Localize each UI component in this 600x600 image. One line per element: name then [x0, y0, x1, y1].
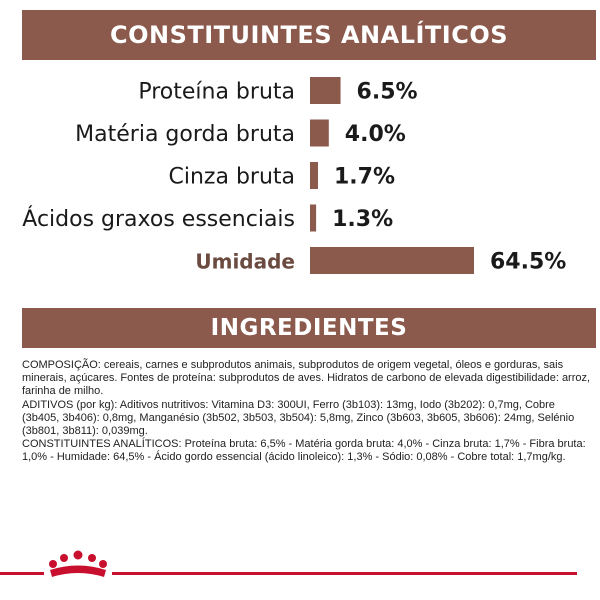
analytic-constituents-paragraph: CONSTITUINTES ANALÍTICOS: Proteína bruta… — [22, 438, 586, 464]
additives-paragraph: ADITIVOS (por kg): Aditivos nutritivos: … — [22, 398, 575, 438]
category-label: Matéria gorda bruta — [75, 122, 295, 147]
value-label: 1.7% — [334, 165, 395, 190]
category-label: Umidade — [195, 250, 295, 274]
footer-line-left — [0, 572, 44, 575]
analytic-constituents-title: CONSTITUINTES ANALÍTICOS — [109, 21, 509, 49]
bar — [310, 119, 329, 147]
value-label: 1.3% — [332, 207, 393, 232]
ingredients-banner: INGREDIENTES — [22, 308, 596, 348]
bar — [310, 77, 341, 104]
bar — [310, 247, 474, 274]
composition-paragraph: COMPOSIÇÃO: cereais, carnes e subproduto… — [22, 359, 591, 398]
analytic-constituents-chart: Proteína bruta 6.5% Matéria gorda bruta 4.0… — [22, 77, 566, 275]
category-label: Proteína bruta — [138, 80, 295, 105]
value-label: 6.5% — [357, 80, 418, 105]
value-label: 4.0% — [345, 122, 406, 147]
bar — [310, 204, 317, 232]
value-label: 64.5% — [490, 250, 566, 275]
footer-line-right — [112, 572, 577, 575]
analytic-constituents-banner: CONSTITUINTES ANALÍTICOS — [22, 10, 596, 60]
category-label: Cinza bruta — [169, 165, 296, 190]
category-label: Ácidos graxos essenciais — [22, 206, 295, 232]
royal-canin-crown-icon — [49, 550, 107, 577]
ingredients-text: COMPOSIÇÃO: cereais, carnes e subproduto… — [22, 359, 594, 465]
ingredients-title: INGREDIENTES — [210, 315, 408, 341]
bar — [310, 162, 318, 189]
